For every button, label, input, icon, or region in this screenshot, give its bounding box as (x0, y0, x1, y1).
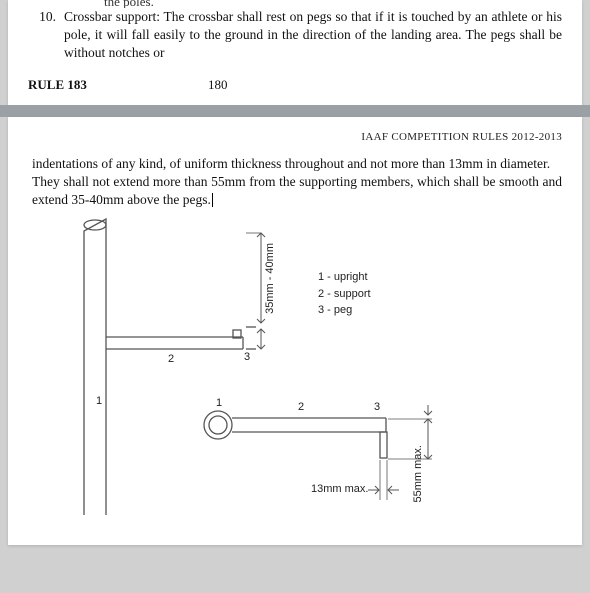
paragraph-1: indentations of any kind, of uniform thi… (32, 155, 562, 173)
label-2-side: 2 (168, 353, 174, 365)
rule-label: RULE 183 (28, 77, 208, 93)
page-top: the poles. 10. Crossbar support: The cro… (8, 0, 582, 105)
rule-item-10: 10. Crossbar support: The crossbar shall… (28, 8, 562, 63)
legend-item-2: 2 - support (318, 286, 371, 303)
rule-item-number: 10. (28, 8, 64, 63)
label-2-plan: 2 (298, 401, 304, 413)
rule-item-text: Crossbar support: The crossbar shall res… (64, 8, 562, 63)
page-footer: RULE 183 180 (28, 77, 562, 93)
label-1-plan: 1 (216, 397, 222, 409)
paragraph-2: They shall not extend more than 55mm fro… (32, 173, 562, 209)
page-divider (0, 105, 590, 117)
label-3-side: 3 (244, 351, 250, 363)
legend-item-1: 1 - upright (318, 269, 371, 286)
dim-13mm: 13mm max. (311, 483, 368, 495)
dim-35-40mm: 35mm - 40mm (264, 243, 276, 314)
page-bottom: IAAF COMPETITION RULES 2012-2013 indenta… (8, 117, 582, 546)
truncated-previous-line: the poles. (28, 0, 562, 8)
dim-55mm: 55mm max. (412, 445, 424, 502)
label-1-side: 1 (96, 395, 102, 407)
label-3-plan: 3 (374, 401, 380, 413)
diagram-svg (28, 215, 548, 525)
legend-item-3: 3 - peg (318, 302, 371, 319)
diagram-legend: 1 - upright 2 - support 3 - peg (318, 269, 371, 319)
page-number: 180 (208, 77, 228, 93)
diagram: 1 - upright 2 - support 3 - peg 35mm - 4… (28, 215, 562, 525)
page-header: IAAF COMPETITION RULES 2012-2013 (28, 131, 562, 143)
